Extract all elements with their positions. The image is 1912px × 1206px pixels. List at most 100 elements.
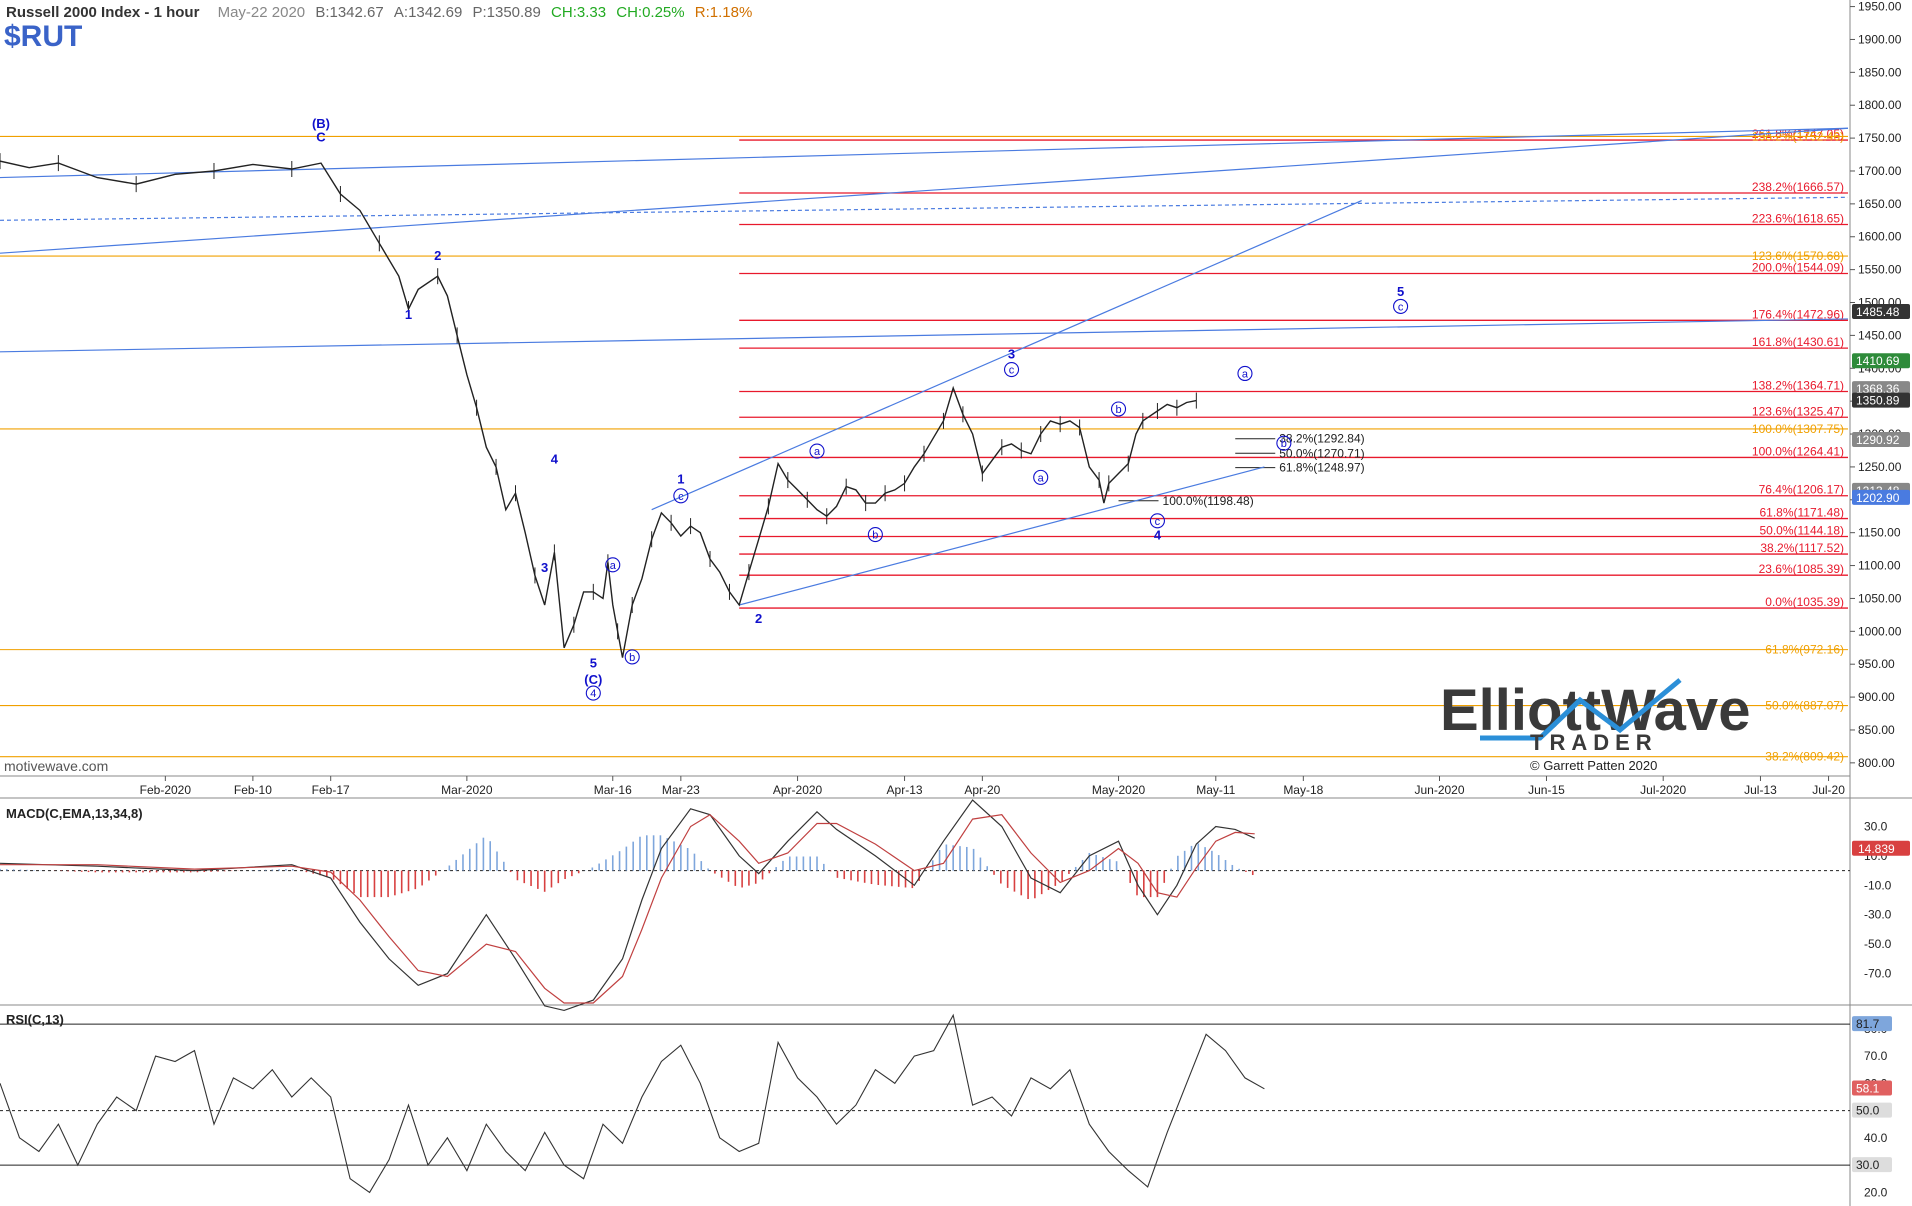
price-tick-label: 1950.00	[1858, 0, 1902, 14]
trend-line	[0, 127, 1849, 179]
price-tick-label: 1750.00	[1858, 131, 1902, 145]
macd-tick-label: -30.0	[1864, 908, 1892, 922]
rsi-tick-label: 20.0	[1864, 1185, 1888, 1199]
price-tick-label: 1800.00	[1858, 98, 1902, 112]
trend-line	[0, 318, 1849, 353]
macd-tick-label: -50.0	[1864, 937, 1892, 951]
wave-circle	[1149, 513, 1165, 529]
rsi-level-label: 50.0	[1856, 1104, 1880, 1118]
wave-label: 2	[434, 248, 441, 263]
wave-label: 4	[551, 452, 559, 467]
fib-label-red: 61.8%(1171.48)	[1759, 506, 1844, 520]
wave-circle	[1110, 401, 1127, 417]
x-tick-label: Feb-10	[234, 783, 272, 797]
wave-label: 5	[590, 655, 597, 670]
fib-label-black: 100.0%(1198.48)	[1163, 494, 1254, 508]
price-tick-label: 1850.00	[1858, 65, 1902, 79]
macd-current-label: 14.839	[1858, 842, 1895, 856]
rsi-level-label: 81.7	[1856, 1017, 1880, 1031]
rsi-level-label: 30.0	[1856, 1158, 1880, 1172]
fib-label-red: 76.4%(1206.17)	[1759, 483, 1844, 497]
wave-label: c	[678, 491, 684, 503]
price-flag	[1852, 304, 1910, 320]
macd-tick-label: 30.0	[1864, 819, 1888, 833]
price-tick-label: 1550.00	[1858, 263, 1902, 277]
price-tick-label: 900.00	[1858, 690, 1895, 704]
price-tick-label: 800.00	[1858, 756, 1895, 770]
x-tick-label: Apr-2020	[773, 783, 823, 797]
header-range: R:1.18%	[694, 4, 753, 21]
rsi-level-flag	[1852, 1016, 1892, 1032]
x-tick-label: Feb-2020	[140, 783, 192, 797]
fib-label-orange: 123.6%(1570.68)	[1752, 249, 1844, 263]
wave-label: b	[872, 530, 878, 542]
wave-label: a	[1038, 472, 1045, 484]
price-flag-label: 1202.90	[1856, 491, 1900, 505]
wave-circle	[867, 527, 883, 543]
wave-label: b	[629, 652, 635, 664]
rsi-level-flag	[1852, 1157, 1892, 1173]
wave-label: 2	[755, 611, 762, 626]
logo-wave-swoosh	[1480, 678, 1682, 741]
wave-label: a	[610, 560, 617, 572]
wave-circle	[1276, 435, 1292, 451]
wave-label: 5	[1397, 284, 1404, 299]
wave-label: b	[1115, 404, 1121, 416]
wave-circle	[624, 649, 640, 665]
symbol-label: $RUT	[4, 20, 83, 53]
fib-label-red: 50.0%(1144.18)	[1759, 524, 1844, 538]
trend-line	[0, 127, 1849, 254]
wave-circle	[673, 488, 689, 504]
wave-circle	[605, 557, 621, 573]
fib-label-orange: 38.2%(809.42)	[1765, 750, 1844, 764]
price-tick-label: 1150.00	[1858, 526, 1901, 540]
logo-subtitle: TRADER	[1530, 730, 1658, 755]
trend-line	[651, 200, 1362, 511]
wave-label: 1	[405, 307, 412, 322]
fib-label-orange: 61.8%(972.16)	[1765, 643, 1844, 657]
macd-current-flag	[1852, 840, 1910, 856]
x-tick-label: Jun-2020	[1414, 783, 1464, 797]
price-flag	[1852, 432, 1910, 448]
price-tick-label: 1050.00	[1858, 591, 1902, 605]
price-flag-label: 1410.69	[1856, 354, 1900, 368]
fib-label-red: 38.2%(1117.52)	[1760, 541, 1844, 555]
x-tick-label: Jul-13	[1744, 783, 1777, 797]
fib-label-red: 161.8%(1430.61)	[1752, 335, 1844, 349]
price-flag-label: 1485.48	[1856, 305, 1900, 319]
fib-label-red: 238.2%(1666.57)	[1752, 180, 1844, 194]
trend-line	[0, 196, 1849, 221]
header-price: P:1350.89	[472, 4, 541, 21]
chart-title: Russell 2000 Index - 1 hour	[6, 4, 200, 21]
header-ask: A:1342.69	[393, 4, 463, 21]
price-flag	[1852, 353, 1910, 369]
x-tick-label: Apr-20	[964, 783, 1000, 797]
rsi-tick-label: 40.0	[1864, 1131, 1888, 1145]
chart-header: Russell 2000 Index - 1 hour May-22 2020 …	[6, 4, 752, 21]
fib-label-red: 0.0%(1035.39)	[1765, 595, 1844, 609]
macd-tick-label: -10.0	[1864, 878, 1892, 892]
price-flag-label: 1290.92	[1856, 433, 1900, 447]
rsi-title: RSI(C,13)	[6, 1012, 64, 1027]
x-tick-label: May-2020	[1092, 783, 1146, 797]
wave-circle	[1033, 469, 1049, 485]
fib-label-red: 138.2%(1364.71)	[1752, 378, 1844, 392]
wave-label: 4	[590, 688, 596, 700]
wave-label: b	[1281, 438, 1287, 450]
macd-tick-label: -70.0	[1864, 967, 1892, 981]
wave-label: a	[814, 446, 821, 458]
fib-label-red: 200.0%(1544.09)	[1752, 261, 1844, 275]
fib-label-orange: 50.0%(887.07)	[1765, 699, 1844, 713]
rsi-current-label: 58.1	[1856, 1082, 1880, 1096]
wave-label: 3	[1008, 346, 1015, 361]
x-tick-label: Jul-20	[1812, 783, 1845, 797]
price-tick-label: 950.00	[1858, 657, 1895, 671]
macd-signal-line	[0, 813, 1255, 1004]
price-tick-label: 1450.00	[1858, 328, 1902, 342]
price-tick-label: 1000.00	[1858, 624, 1902, 638]
header-change: CH:3.33	[551, 4, 607, 21]
wave-circle	[1393, 298, 1409, 314]
logo-copyright: © Garrett Patten 2020	[1530, 758, 1657, 773]
watermark: motivewave.com	[4, 758, 109, 774]
